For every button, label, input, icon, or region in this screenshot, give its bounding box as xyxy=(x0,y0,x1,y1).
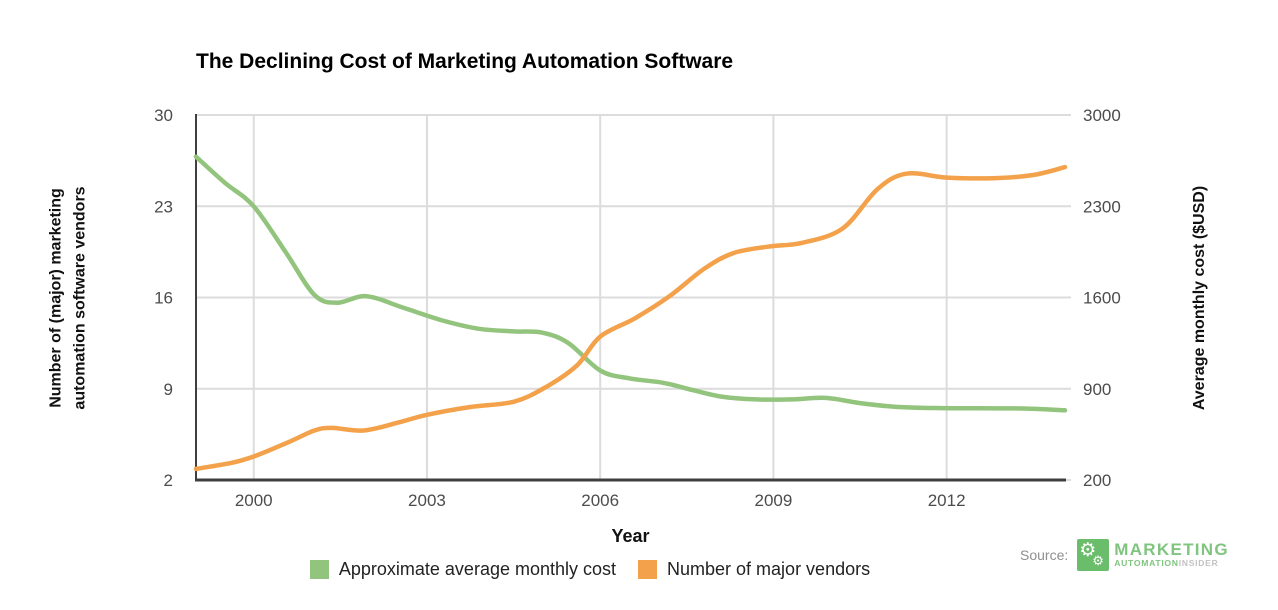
y-right-tick-label: 1600 xyxy=(1083,289,1121,308)
y-left-tick-label: 23 xyxy=(154,197,173,216)
y-right-tick-label: 900 xyxy=(1083,380,1111,399)
brand-logo: ⚙ ⚙ MARKETING AUTOMATIONINSIDER xyxy=(1077,539,1229,571)
y-left-tick-label: 2 xyxy=(164,471,173,490)
x-tick-label: 2000 xyxy=(235,491,273,510)
x-tick-label: 2006 xyxy=(581,491,619,510)
series-line-vendors xyxy=(193,164,1068,472)
source-label: Source: xyxy=(1020,547,1069,563)
y-right-tick-label: 2300 xyxy=(1083,197,1121,216)
legend-item-vendors: Number of major vendors xyxy=(638,559,870,580)
y-right-tick-label: 3000 xyxy=(1083,106,1121,125)
chart-title: The Declining Cost of Marketing Automati… xyxy=(196,50,734,73)
gear-icon: ⚙ xyxy=(1079,540,1097,561)
chart-legend: Approximate average monthly cost Number … xyxy=(160,559,1020,580)
x-tick-label: 2009 xyxy=(754,491,792,510)
brand-text: MARKETING AUTOMATIONINSIDER xyxy=(1114,540,1229,568)
brand-name: MARKETING xyxy=(1114,540,1229,559)
legend-item-cost: Approximate average monthly cost xyxy=(309,559,617,580)
x-axis-title: Year xyxy=(611,526,650,546)
brand-sub-secondary: INSIDER xyxy=(1178,558,1219,568)
gear-icon: ⚙ xyxy=(1092,553,1104,568)
y-left-tick-label: 16 xyxy=(154,289,173,308)
legend-label-vendors: Number of major vendors xyxy=(667,559,871,579)
x-tick-label: 2003 xyxy=(408,491,446,510)
legend-swatch-vendors xyxy=(638,560,658,579)
y-right-tick-label: 200 xyxy=(1083,471,1111,490)
y-left-tick-label: 30 xyxy=(154,106,173,125)
brand-sub-primary: AUTOMATION xyxy=(1114,558,1179,568)
gears-badge-icon: ⚙ ⚙ xyxy=(1077,539,1110,571)
series-line-cost xyxy=(193,154,1068,413)
legend-swatch-cost xyxy=(309,560,329,579)
legend-label-cost: Approximate average monthly cost xyxy=(338,559,617,579)
source-attribution: Source: ⚙ ⚙ MARKETING AUTOMATIONINSIDER xyxy=(1020,539,1229,571)
x-tick-label: 2012 xyxy=(928,491,966,510)
y-left-tick-label: 9 xyxy=(164,380,173,399)
